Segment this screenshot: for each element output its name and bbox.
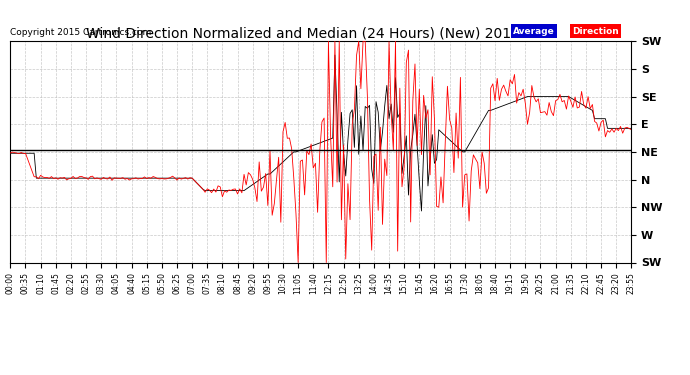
Text: Copyright 2015 Cartronics.com: Copyright 2015 Cartronics.com: [10, 28, 152, 37]
Title: Wind Direction Normalized and Median (24 Hours) (New) 20150811: Wind Direction Normalized and Median (24…: [86, 26, 555, 40]
Text: Direction: Direction: [573, 27, 619, 36]
Text: Average: Average: [513, 27, 555, 36]
